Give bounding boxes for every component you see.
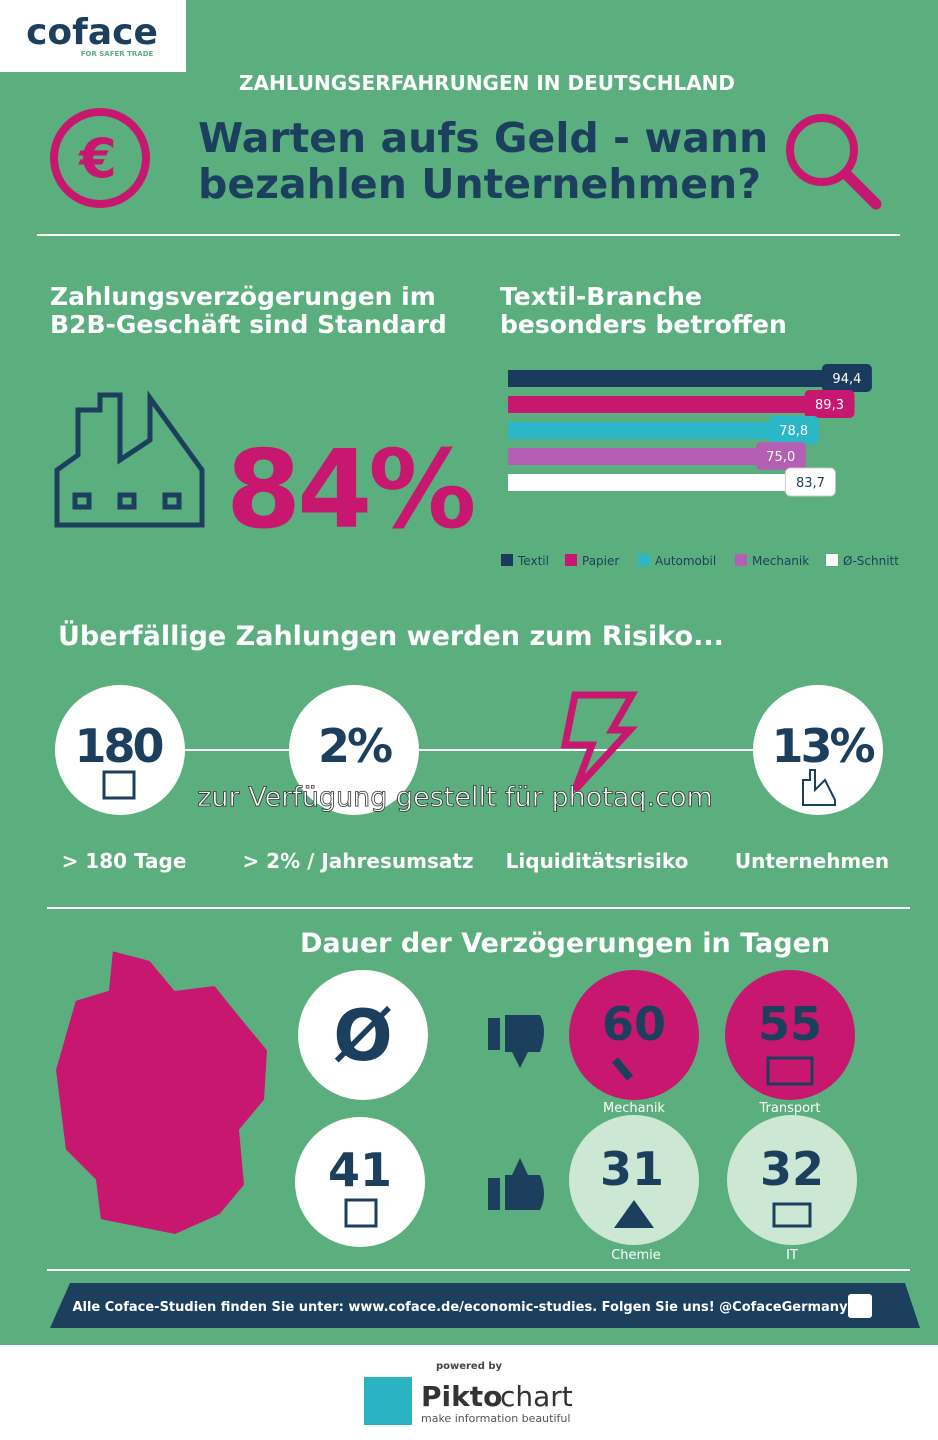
flask-icon <box>614 1200 654 1228</box>
value-label: 83,7 <box>796 476 825 491</box>
risk-label: Liquiditätsrisiko <box>506 849 689 873</box>
calendar-icon <box>102 770 136 800</box>
stat: 84% <box>226 428 473 553</box>
logo-box <box>0 0 186 72</box>
wrench-icon <box>611 1057 634 1081</box>
value-label: 78,8 <box>779 424 808 439</box>
duration-label: Mechanik <box>603 1101 665 1116</box>
legend-swatch <box>501 554 513 566</box>
euro-icon: € <box>77 127 117 190</box>
risk-label: Unternehmen <box>735 849 889 873</box>
bar <box>508 396 813 413</box>
footer-bg <box>0 1345 938 1440</box>
legend-swatch <box>565 554 577 566</box>
risk-value: 180 <box>74 719 162 773</box>
piktochart-logo <box>364 1377 412 1425</box>
legend-swatch <box>826 554 838 566</box>
heading: besonders betroffen <box>500 310 787 339</box>
euro-icon <box>50 108 150 208</box>
germany-map <box>53 948 270 1237</box>
value-tag <box>784 467 836 497</box>
duration-label: IT <box>786 1248 798 1263</box>
risk-value: 13% <box>771 719 874 773</box>
calendar-icon <box>344 1198 378 1228</box>
lightning-icon <box>560 691 639 793</box>
twitter-icon <box>848 1294 872 1318</box>
value-label: 94,4 <box>832 372 861 387</box>
average-symbol: Ø <box>333 995 393 1077</box>
risk-label: > 2% / Jahresumsatz <box>242 849 473 873</box>
duration-value: 32 <box>760 1142 824 1196</box>
duration-value: 31 <box>600 1142 664 1196</box>
magnifier-icon <box>786 114 882 210</box>
value-tag <box>804 390 855 418</box>
legend-label: Mechanik <box>752 554 809 568</box>
legend-label: Papier <box>582 554 619 568</box>
banner <box>50 1283 920 1328</box>
thumbs-down-icon <box>488 1015 544 1068</box>
kicker: ZAHLUNGSERFAHRUNGEN IN DEUTSCHLAND <box>239 71 735 95</box>
heading: Überfällige Zahlungen werden zum Risiko.… <box>58 619 724 652</box>
logo: coface <box>26 12 158 53</box>
duration-value: 55 <box>758 997 822 1051</box>
bar <box>508 474 794 491</box>
title: bezahlen Unternehmen? <box>198 160 761 208</box>
value-tag <box>768 416 819 444</box>
value-tag <box>755 442 806 470</box>
heading: Textil-Branche <box>500 282 702 311</box>
brand-tagline: make information beautiful <box>421 1412 570 1425</box>
watermark: zur Verfügung gestellt für photaq.com <box>197 782 713 813</box>
legend-swatch <box>735 554 747 566</box>
legend-label: Textil <box>517 554 549 568</box>
thumbs-up-icon <box>488 1158 544 1210</box>
value-label: 89,3 <box>815 398 844 413</box>
heading: Dauer der Verzögerungen in Tagen <box>300 928 830 959</box>
factory-icon <box>54 390 205 528</box>
factory-icon <box>802 769 836 806</box>
heading: Zahlungsverzögerungen im <box>50 282 436 311</box>
heading: B2B-Geschäft sind Standard <box>50 310 447 339</box>
duration-label: Chemie <box>611 1248 661 1263</box>
circles <box>55 685 883 815</box>
banner-text: Alle Coface-Studien finden Sie unter: ww… <box>72 1300 848 1315</box>
value-tag <box>821 364 872 392</box>
laptop-icon <box>772 1202 812 1228</box>
risk-value: 2% <box>318 719 392 773</box>
powered-by: powered by <box>436 1361 503 1372</box>
title: Warten aufs Geld - wann <box>198 114 768 162</box>
bar <box>508 370 830 387</box>
legend-swatch <box>638 554 650 566</box>
logo-tagline: FOR SAFER TRADE <box>81 50 154 58</box>
value-label: 75,0 <box>766 450 795 465</box>
bar <box>508 448 764 465</box>
duration-value: 60 <box>602 997 666 1051</box>
duration-label: Transport <box>758 1101 820 1116</box>
risk-label: > 180 Tage <box>62 849 187 873</box>
circles <box>295 970 428 1247</box>
truck-icon <box>766 1056 814 1086</box>
circles <box>569 1115 857 1245</box>
bar <box>508 422 777 439</box>
brand: Pikto <box>421 1380 502 1413</box>
legend-label: Automobil <box>655 554 716 568</box>
circles <box>569 970 855 1100</box>
brand: chart <box>500 1380 573 1413</box>
legend-label: Ø-Schnitt <box>843 554 899 568</box>
average-value: 41 <box>328 1143 392 1197</box>
